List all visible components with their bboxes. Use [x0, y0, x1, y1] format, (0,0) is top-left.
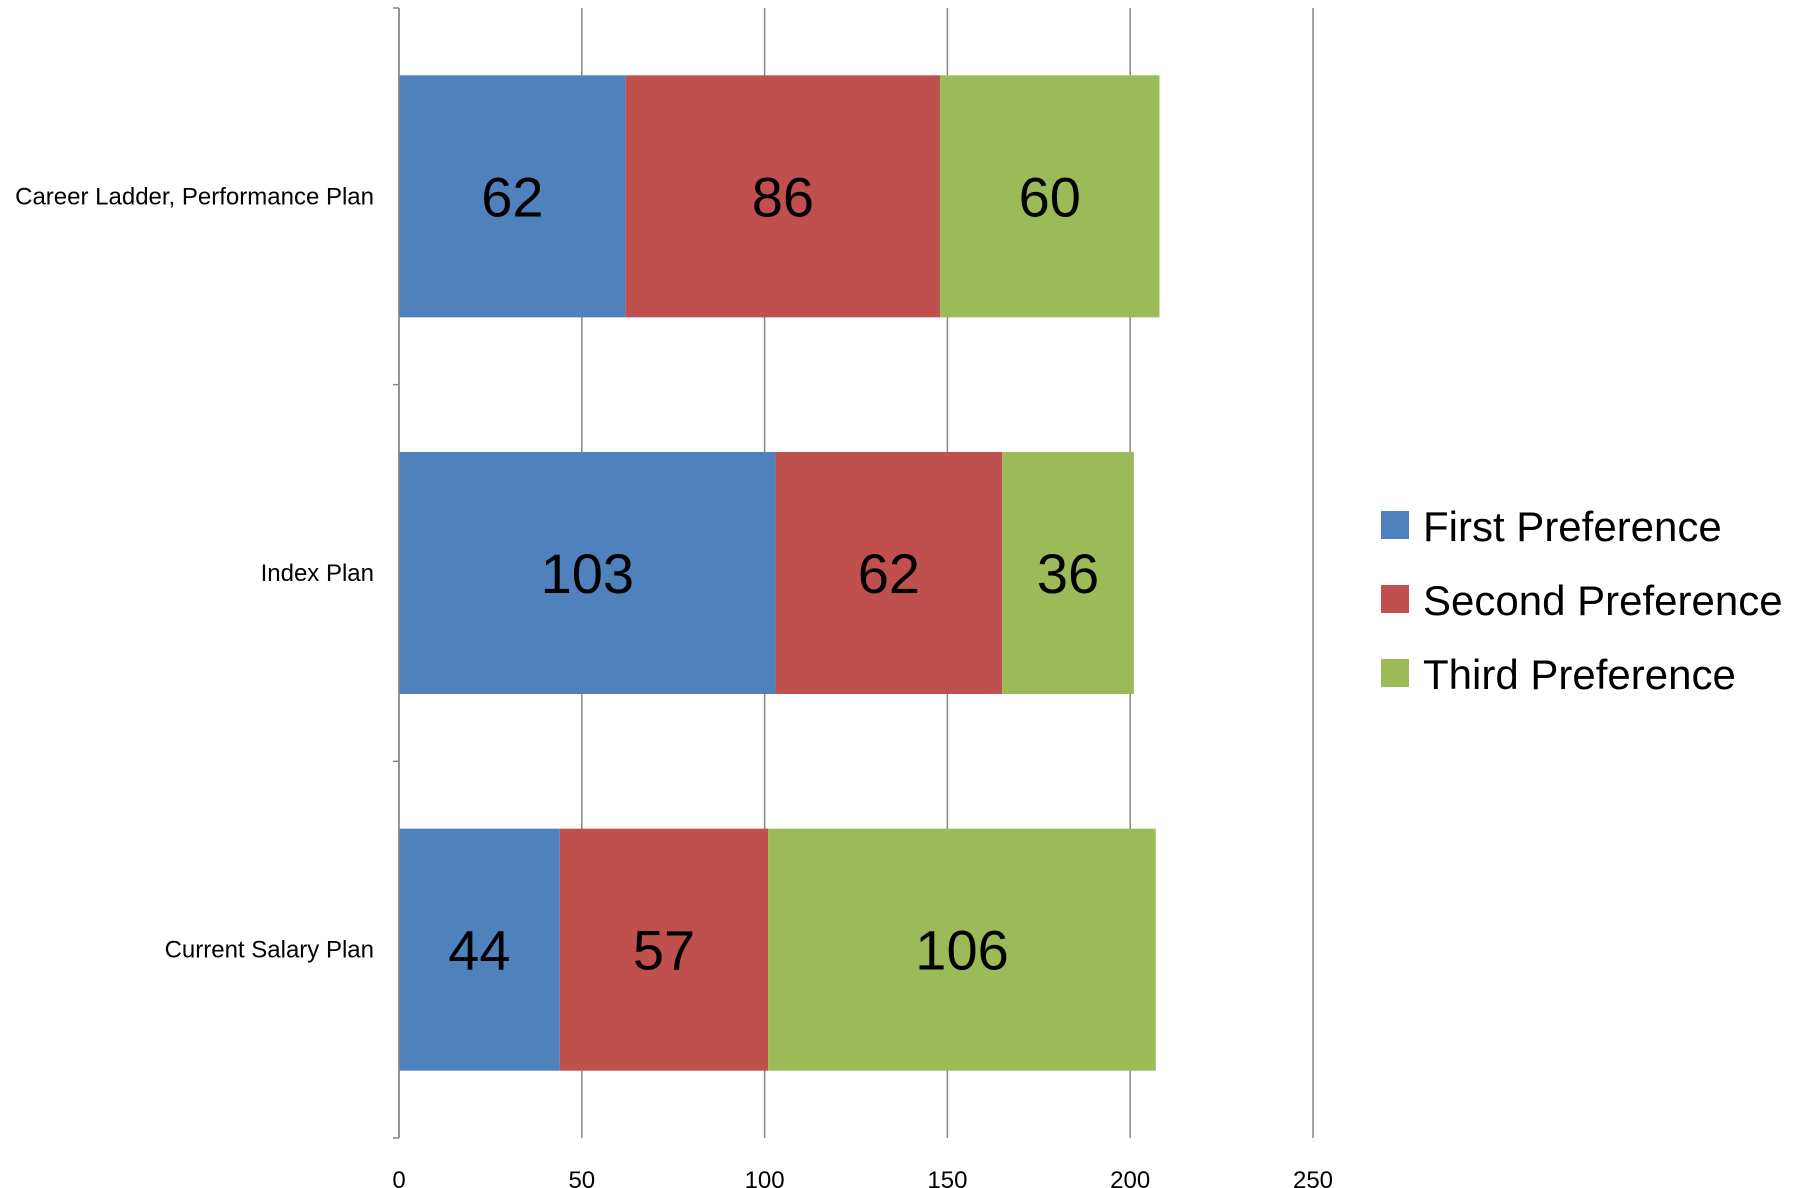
bar-segment: [399, 828, 560, 1071]
legend-label: Second Preference: [1423, 577, 1783, 624]
legend-swatch: [1381, 585, 1409, 613]
bar-segment: [768, 828, 1156, 1071]
bar-segment: [625, 75, 941, 318]
legend-swatch: [1381, 511, 1409, 539]
legend-label: First Preference: [1423, 503, 1722, 550]
legend-swatch: [1381, 659, 1409, 687]
bar-segment: [775, 452, 1003, 694]
category-label: Current Salary Plan: [165, 937, 374, 964]
category-label: Career Ladder, Performance Plan: [15, 183, 374, 210]
data-label: 106: [915, 919, 1008, 982]
x-tick-label-0: 0: [392, 1167, 405, 1188]
x-tick-label-50: 50: [568, 1167, 595, 1188]
bar-segment: [559, 828, 769, 1071]
data-label: 36: [1037, 542, 1099, 605]
data-label: 62: [481, 165, 543, 228]
bar-segment: [1002, 452, 1134, 694]
data-label: 60: [1019, 165, 1081, 228]
x-tick-label-100: 100: [745, 1167, 785, 1188]
data-label: 44: [448, 919, 510, 982]
bar-segment: [940, 75, 1160, 318]
data-label: 62: [858, 542, 920, 605]
x-tick-label-250: 250: [1293, 1167, 1333, 1188]
data-label: 57: [633, 919, 695, 982]
x-tick-label-200: 200: [1110, 1167, 1150, 1188]
data-label: 86: [752, 165, 814, 228]
bar-segment: [399, 452, 776, 694]
bar-segment: [399, 75, 626, 318]
x-tick-label-150: 150: [927, 1167, 967, 1188]
category-label: Index Plan: [261, 560, 374, 587]
data-label: 103: [541, 542, 634, 605]
legend-label: Third Preference: [1423, 651, 1736, 698]
